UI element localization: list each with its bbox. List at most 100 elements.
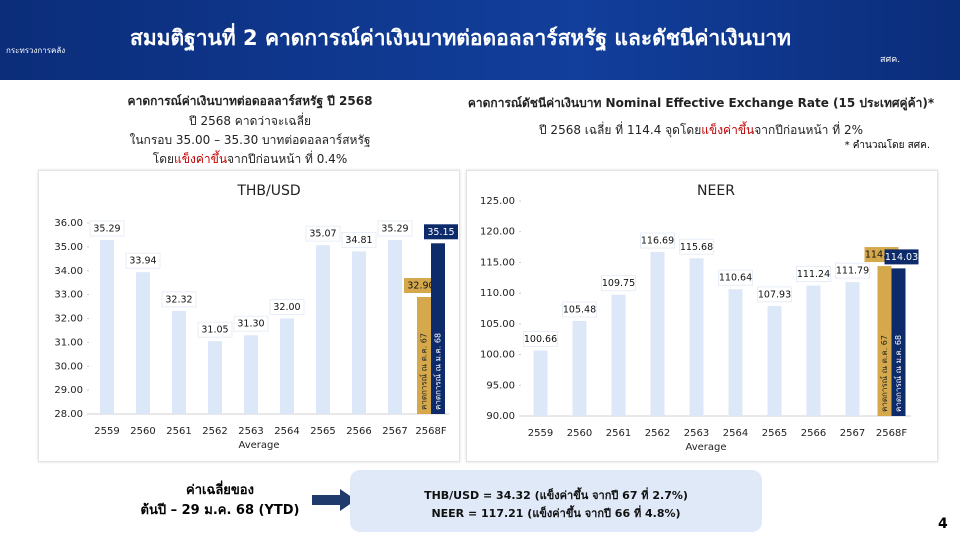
x-tick-label: 2563 xyxy=(684,428,709,439)
value-label: 34.81 xyxy=(345,235,372,246)
value-label-box xyxy=(601,275,636,292)
bar xyxy=(208,341,222,414)
value-label: 114.03 xyxy=(885,252,918,263)
y-tick-label: 110.00 xyxy=(480,288,515,299)
value-label-box xyxy=(757,286,792,303)
summary-label-line: ต้นปี – 29 ม.ค. 68 (YTD) xyxy=(140,503,300,518)
text-part: แข็งค่าขึ้น xyxy=(701,123,755,137)
bar xyxy=(316,245,330,414)
value-label: 111.24 xyxy=(797,269,830,280)
bar xyxy=(100,239,114,414)
page-number: 4 xyxy=(938,516,948,532)
bar xyxy=(352,251,366,414)
x-tick-label: 2568F xyxy=(415,426,446,437)
x-tick-label: 2559 xyxy=(528,428,553,439)
x-tick-label: 2565 xyxy=(310,426,335,437)
value-label: 35.15 xyxy=(427,227,454,238)
y-tick-label: 100.00 xyxy=(480,350,515,361)
value-label-box xyxy=(305,225,341,242)
bar xyxy=(891,268,906,416)
bar xyxy=(533,350,548,416)
bar xyxy=(767,305,782,416)
y-tick-label: 32.00 xyxy=(54,314,83,325)
value-label-box xyxy=(89,220,125,237)
value-label-box xyxy=(125,252,161,269)
value-label-box xyxy=(404,278,438,294)
chart-panel: THB/USD 28.00 29.00 30.00 31.00 32.00 33.00 34.… xyxy=(38,170,460,462)
y-tick-label: 95.00 xyxy=(486,380,515,391)
y-tick-label: 35.00 xyxy=(54,242,83,253)
series-name: คาดการณ์ ณ ต.ค. 67 xyxy=(419,333,429,410)
y-tick-label: 125.00 xyxy=(480,196,515,207)
chart-panel: NEER 90.00 95.00 100.00 105.00 110.00 115.00 12… xyxy=(466,170,938,462)
y-tick-label: 115.00 xyxy=(480,257,515,268)
text-line: ปี 2568 เฉลี่ย ที่ 114.4 จุดโดยแข็งค่าขึ… xyxy=(466,121,936,140)
arrow xyxy=(312,489,356,511)
value-label: 114.41 xyxy=(865,250,898,261)
bar xyxy=(877,266,892,416)
header-band xyxy=(0,0,960,80)
series-name: คาดการณ์ ณ ม.ค. 68 xyxy=(433,333,443,410)
value-label: 115.68 xyxy=(680,242,713,253)
summary-label-line: ค่าเฉลี่ยของ xyxy=(186,483,254,498)
ministry-logo-text: กระทรวงการคลัง xyxy=(6,46,66,55)
value-label: 100.66 xyxy=(524,334,557,345)
y-tick-label: 28.00 xyxy=(54,409,83,420)
value-label: 116.69 xyxy=(641,236,674,247)
value-label-box xyxy=(640,232,675,249)
text-part: จากปีก่อนหน้า ที่ 2% xyxy=(754,123,863,137)
x-tick-label: 2566 xyxy=(346,426,371,437)
x-tick-label: 2560 xyxy=(130,426,155,437)
value-label-box xyxy=(523,331,558,348)
y-tick-label: 30.00 xyxy=(54,361,83,372)
chart-title: NEER xyxy=(697,183,735,199)
value-label-box xyxy=(796,266,831,283)
bar xyxy=(689,258,704,416)
text-line: ในกรอบ 35.00 – 35.30 บาทต่อดอลลาร์สหรัฐ xyxy=(40,131,460,150)
text-line: โดยแข็งค่าขึ้นจากปีก่อนหน้า ที่ 0.4% xyxy=(40,150,460,169)
x-tick-label: 2568F xyxy=(876,428,907,439)
bar xyxy=(806,285,821,416)
text-part: ในกรอบ 35.00 – 35.30 บาทต่อดอลลาร์สหรัฐ xyxy=(129,133,371,147)
x-axis-label: Average xyxy=(238,440,279,451)
bar xyxy=(611,294,626,416)
value-label: 110.64 xyxy=(719,273,752,284)
text-part: โดย xyxy=(152,152,175,166)
value-label-box xyxy=(197,321,233,338)
value-label: 107.93 xyxy=(758,289,791,300)
left-text: ปี 2568 คาดว่าจะเฉลี่ยในกรอบ 35.00 – 35.… xyxy=(40,112,460,169)
y-tick-label: 29.00 xyxy=(54,385,83,396)
value-label-box xyxy=(562,301,597,318)
x-tick-label: 2567 xyxy=(840,428,865,439)
value-label-box xyxy=(835,262,870,279)
value-label: 31.30 xyxy=(237,319,264,330)
value-label: 32.00 xyxy=(273,302,300,313)
note: * คำนวณโดย สศค. xyxy=(844,140,930,151)
value-label-box xyxy=(269,299,305,315)
value-label: 35.29 xyxy=(93,223,120,234)
x-tick-label: 2561 xyxy=(166,426,191,437)
value-label-box xyxy=(341,231,377,248)
value-label: 105.48 xyxy=(563,304,596,315)
y-tick-label: 36.00 xyxy=(54,218,83,229)
summary-box: THB/USD = 34.32 (แข็งค่าขึ้น จากปี 67 ที… xyxy=(350,470,762,532)
chart: THB/USD 28.00 29.00 30.00 31.00 32.00 33.00 34.… xyxy=(54,183,458,451)
text-line: ปี 2568 คาดว่าจะเฉลี่ย xyxy=(40,112,460,131)
bar xyxy=(728,289,743,416)
slide-title: สมมติฐานที่ 2 คาดการณ์ค่าเงินบาทต่อดอลลา… xyxy=(130,26,791,50)
value-label-box xyxy=(424,224,458,240)
value-label-box xyxy=(718,269,753,286)
summary-label: ค่าเฉลี่ยของ ต้นปี – 29 ม.ค. 68 (YTD) xyxy=(120,481,320,521)
x-tick-label: 2566 xyxy=(801,428,826,439)
y-tick-label: 33.00 xyxy=(54,290,83,301)
value-label: 109.75 xyxy=(602,278,635,289)
chart-title: THB/USD xyxy=(236,183,300,199)
x-tick-label: 2560 xyxy=(567,428,592,439)
chart: NEER 90.00 95.00 100.00 105.00 110.00 115.00 12… xyxy=(480,183,919,453)
x-tick-label: 2561 xyxy=(606,428,631,439)
bar xyxy=(572,320,587,416)
value-label: 33.94 xyxy=(129,256,156,267)
series-name: คาดการณ์ ณ ต.ค. 67 xyxy=(879,335,889,412)
y-tick-label: 34.00 xyxy=(54,266,83,277)
